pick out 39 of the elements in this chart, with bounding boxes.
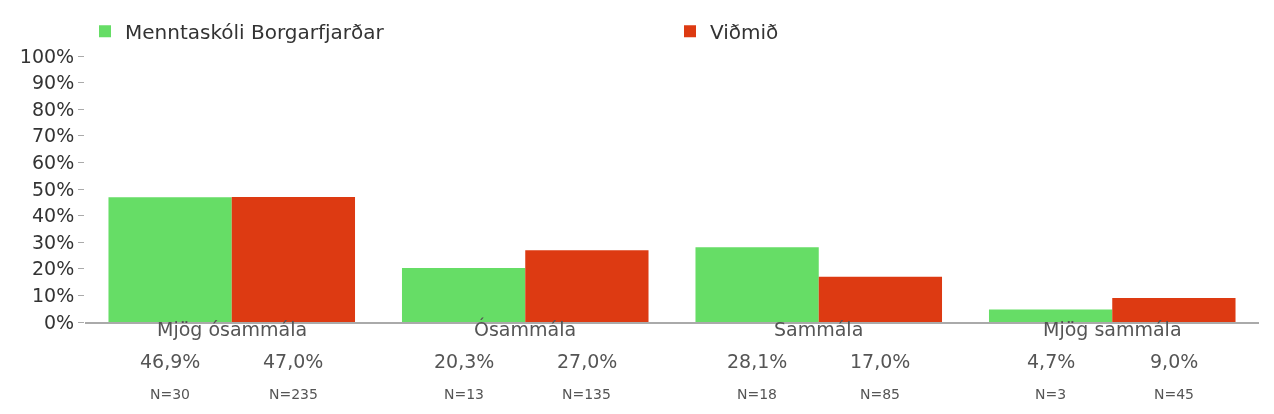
- text: N=85: [860, 386, 901, 402]
- x-tick-label: Ósammála: [474, 317, 577, 340]
- bar: [1112, 298, 1236, 322]
- text: N=3: [1035, 386, 1067, 402]
- text: N=18: [737, 386, 778, 402]
- x-tick-label: Sammála: [774, 318, 864, 340]
- y-tick-label: 90%: [31, 71, 75, 94]
- data-label: 4,7%: [1027, 350, 1076, 372]
- data-label: 47,0%: [263, 350, 324, 372]
- data-label: 28,1%: [727, 350, 788, 372]
- bar: [988, 309, 1113, 322]
- y-tick-label: 50%: [31, 177, 75, 200]
- legend-label: Menntaskóli Borgarfjarðar: [125, 19, 385, 44]
- text: N=13: [444, 386, 485, 402]
- text: N=235: [269, 386, 318, 402]
- bar: [108, 197, 232, 322]
- y-tick-label: 0%: [44, 310, 75, 333]
- data-label: 17,0%: [850, 350, 911, 372]
- bar: [231, 196, 356, 322]
- y-tick-label: 80%: [31, 97, 75, 120]
- y-tick-label: 20%: [31, 257, 75, 280]
- x-tick-label: Mjög ósammála: [157, 318, 308, 340]
- data-label: 9,0%: [1150, 350, 1199, 372]
- y-tick-label: 10%: [31, 284, 75, 307]
- y-tick-label: 40%: [31, 204, 75, 227]
- y-tick-label: 70%: [31, 124, 75, 147]
- text: N=135: [562, 386, 611, 402]
- data-label: 46,9%: [140, 350, 201, 372]
- bar: [695, 247, 819, 322]
- x-tick-label: Mjög sammála: [1043, 318, 1182, 340]
- bar: [818, 276, 943, 322]
- text: N=30: [150, 386, 191, 402]
- data-label: 27,0%: [557, 350, 618, 372]
- data-label: 20,3%: [434, 350, 495, 372]
- text: N=45: [1154, 386, 1195, 402]
- y-tick-label: 30%: [31, 230, 75, 253]
- y-tick-label: 60%: [31, 151, 75, 174]
- legend-label: Viðmið: [710, 19, 779, 44]
- y-tick-label: 100%: [19, 44, 75, 67]
